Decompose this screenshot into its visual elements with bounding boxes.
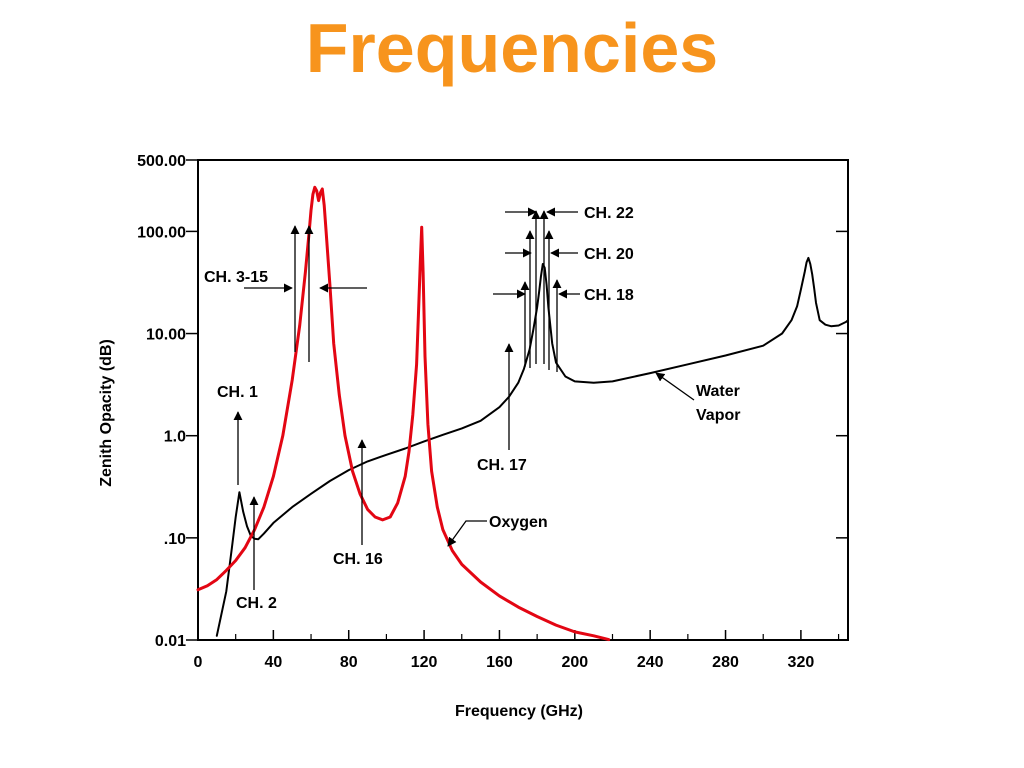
water-vapor-label: Water Vapor — [696, 383, 744, 424]
y-tick-label: 500.00 — [137, 153, 186, 170]
x-tick-label: 200 — [561, 654, 588, 671]
ch20-label: CH. 20 — [584, 246, 634, 263]
water-vapor-label-line1: Water — [696, 383, 740, 400]
x-tick-label: 320 — [788, 654, 815, 671]
ch1-label: CH. 1 — [217, 384, 258, 401]
y-tick-label: 1.0 — [164, 429, 186, 446]
y-axis-title: Zenith Opacity (dB) — [98, 339, 115, 487]
x-axis: 0 40 80 120 160 200 240 280 320 — [194, 630, 840, 671]
x-tick-label: 40 — [264, 654, 282, 671]
y-tick-label: 0.01 — [155, 633, 186, 650]
ch22-label: CH. 22 — [584, 205, 634, 222]
x-tick-label: 240 — [637, 654, 664, 671]
ch16-label: CH. 16 — [333, 551, 383, 568]
plot-frame — [197, 159, 849, 641]
water-vapor-leader — [655, 372, 695, 401]
slide-title: Frequencies — [305, 9, 719, 87]
annotations: CH. 1 CH. 2 CH. 3-15 CH. 16 CH. 17 CH. 1… — [204, 205, 744, 612]
oxygen-leader — [447, 520, 487, 547]
y-tick-label: 100.00 — [137, 224, 186, 241]
x-tick-label: 0 — [194, 654, 203, 671]
ch18-label: CH. 18 — [584, 287, 634, 304]
water-vapor-label-line2: Vapor — [696, 407, 740, 424]
x-tick-label: 160 — [486, 654, 513, 671]
y-tick-label: .10 — [164, 531, 186, 548]
x-tick-label: 120 — [411, 654, 438, 671]
water-vapor-series-line — [215, 256, 849, 637]
x-tick-label: 80 — [340, 654, 358, 671]
oxygen-label: Oxygen — [489, 514, 548, 531]
y-tick-label: 10.00 — [146, 327, 186, 344]
x-tick-label: 280 — [712, 654, 739, 671]
y-axis: 0.01 .10 1.0 10.00 100.00 500.00 — [137, 153, 848, 650]
ch3-15-label: CH. 3-15 — [204, 269, 268, 286]
ch2-label: CH. 2 — [236, 595, 277, 612]
oxygen-series-line — [196, 185, 611, 642]
ch17-label: CH. 17 — [477, 457, 527, 474]
x-axis-title: Frequency (GHz) — [455, 703, 583, 720]
